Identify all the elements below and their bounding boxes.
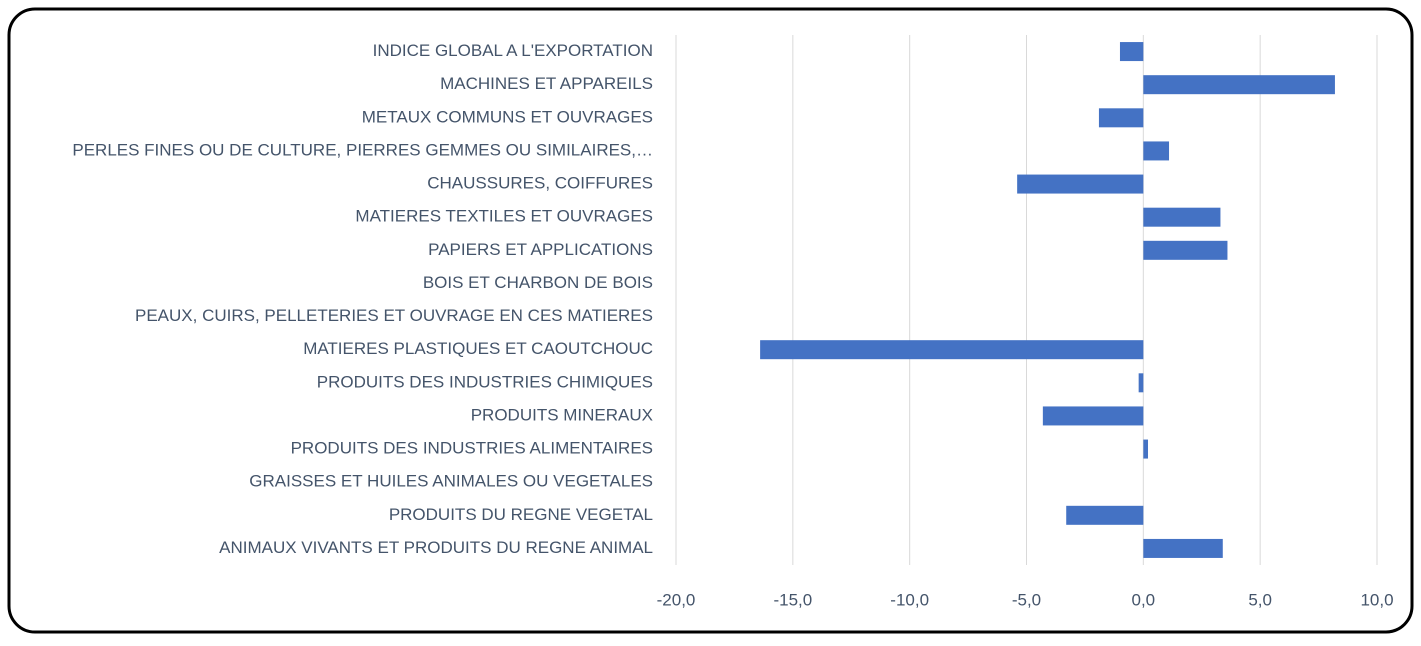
x-tick-label: -15,0 bbox=[773, 590, 812, 609]
bar bbox=[1066, 505, 1144, 525]
y-tick-label: PRODUITS DU REGNE VEGETAL bbox=[389, 505, 653, 524]
y-tick-label: MATIERES TEXTILES ET OUVRAGES bbox=[355, 207, 653, 226]
x-tick-label: -20,0 bbox=[657, 590, 696, 609]
x-tick-label: -5,0 bbox=[1012, 590, 1041, 609]
bar bbox=[1119, 42, 1144, 62]
y-tick-label: METAUX COMMUNS ET OUVRAGES bbox=[362, 107, 653, 126]
bar bbox=[1143, 207, 1221, 227]
bar bbox=[1143, 439, 1149, 459]
bar bbox=[1098, 108, 1144, 128]
y-tick-label: PRODUITS MINERAUX bbox=[471, 405, 653, 424]
x-tick-label: 0,0 bbox=[1132, 590, 1156, 609]
y-tick-label: CHAUSSURES, COIFFURES bbox=[427, 174, 653, 193]
y-tick-label: PRODUITS DES INDUSTRIES ALIMENTAIRES bbox=[291, 439, 653, 458]
y-tick-label: ANIMAUX VIVANTS ET PRODUITS DU REGNE ANI… bbox=[219, 538, 653, 557]
y-tick-label: MATIERES PLASTIQUES ET CAOUTCHOUC bbox=[303, 339, 653, 358]
bar bbox=[1143, 75, 1335, 95]
y-tick-label: GRAISSES ET HUILES ANIMALES OU VEGETALES bbox=[249, 472, 653, 491]
y-tick-label: PAPIERS ET APPLICATIONS bbox=[428, 240, 653, 259]
bar bbox=[760, 340, 1144, 360]
bar bbox=[1042, 406, 1144, 426]
x-tick-label: 5,0 bbox=[1248, 590, 1272, 609]
y-tick-label: PEAUX, CUIRS, PELLETERIES ET OUVRAGE EN … bbox=[135, 306, 653, 325]
x-tick-label: -10,0 bbox=[890, 590, 929, 609]
y-tick-label: PERLES FINES OU DE CULTURE, PIERRES GEMM… bbox=[72, 140, 653, 159]
bar bbox=[1017, 174, 1144, 194]
bar bbox=[1138, 373, 1144, 393]
bar bbox=[1143, 240, 1228, 260]
y-tick-label: INDICE GLOBAL A L'EXPORTATION bbox=[373, 41, 653, 60]
y-tick-label: BOIS ET CHARBON DE BOIS bbox=[423, 273, 653, 292]
y-tick-label: PRODUITS DES INDUSTRIES CHIMIQUES bbox=[317, 372, 653, 391]
x-tick-label: 10,0 bbox=[1360, 590, 1393, 609]
frame bbox=[7, 7, 1414, 634]
y-tick-label: MACHINES ET APPAREILS bbox=[440, 74, 653, 93]
bar bbox=[1143, 538, 1223, 558]
bar bbox=[1143, 141, 1170, 161]
